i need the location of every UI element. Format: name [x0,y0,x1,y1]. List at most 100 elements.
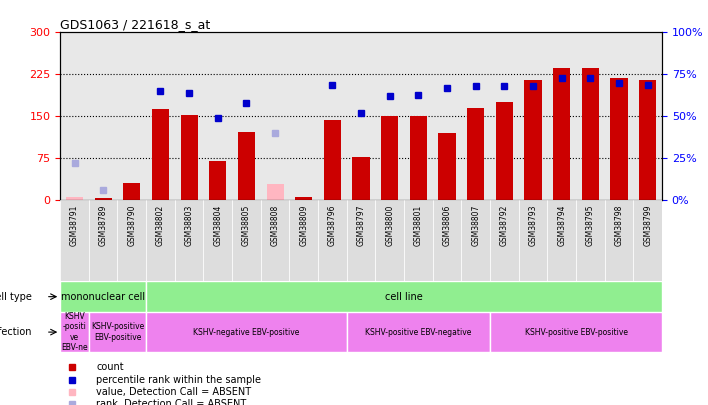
Text: GSM38791: GSM38791 [70,205,79,246]
Bar [576,32,605,200]
Bar [175,32,203,200]
Text: GSM38805: GSM38805 [242,205,251,246]
Bar [547,200,576,281]
Bar [404,32,433,200]
Bar [290,32,318,200]
Bar [553,68,570,200]
Bar [146,32,175,200]
Bar [375,32,404,200]
Bar [462,200,490,281]
Bar [324,120,341,200]
Text: GSM38808: GSM38808 [270,205,280,246]
Text: GSM38798: GSM38798 [615,205,624,246]
Text: GSM38799: GSM38799 [643,205,652,246]
Bar [152,109,169,200]
Text: GSM38800: GSM38800 [385,205,394,246]
Bar [347,312,490,352]
Bar [123,183,140,200]
Bar [318,32,347,200]
Bar [490,200,519,281]
Bar [347,200,375,281]
Text: KSHV-positive EBV-negative: KSHV-positive EBV-negative [365,328,472,337]
Bar [582,68,599,200]
Bar [261,32,290,200]
Bar [634,200,662,281]
Bar [146,281,662,312]
Bar [232,200,261,281]
Text: KSHV-negative EBV-positive: KSHV-negative EBV-positive [193,328,299,337]
Bar [203,200,232,281]
Bar [146,312,347,352]
Bar [66,196,83,200]
Bar [146,200,175,281]
Text: GSM38803: GSM38803 [185,205,193,246]
Bar [547,32,576,200]
Bar [209,161,227,200]
Text: GSM38790: GSM38790 [127,205,137,246]
Bar [375,200,404,281]
Text: GSM38795: GSM38795 [586,205,595,246]
Bar [118,200,146,281]
Bar [60,312,88,352]
Text: mononuclear cell: mononuclear cell [61,292,145,302]
Bar [60,32,88,200]
Text: GDS1063 / 221618_s_at: GDS1063 / 221618_s_at [60,18,210,31]
Bar [467,108,484,200]
Bar [318,200,347,281]
Text: GSM38807: GSM38807 [472,205,480,246]
Bar [290,200,318,281]
Bar [525,80,542,200]
Bar [88,32,118,200]
Bar [490,32,519,200]
Bar [605,32,634,200]
Bar [519,200,547,281]
Text: GSM38804: GSM38804 [213,205,222,246]
Text: GSM38801: GSM38801 [414,205,423,246]
Text: count: count [96,362,124,372]
Bar [410,117,427,200]
Bar [60,281,146,312]
Bar [519,32,547,200]
Text: GSM38793: GSM38793 [529,205,537,246]
Bar [232,32,261,200]
Bar [347,32,375,200]
Bar [60,200,88,281]
Bar [88,312,146,352]
Bar [496,102,513,200]
Bar [266,184,284,200]
Text: GSM38796: GSM38796 [328,205,337,246]
Bar [639,80,656,200]
Bar [238,132,255,200]
Text: infection: infection [0,327,32,337]
Bar [605,200,634,281]
Text: GSM38794: GSM38794 [557,205,566,246]
Text: rank, Detection Call = ABSENT: rank, Detection Call = ABSENT [96,399,246,405]
Text: KSHV-positive
EBV-positive: KSHV-positive EBV-positive [91,322,144,342]
Text: percentile rank within the sample: percentile rank within the sample [96,375,261,385]
Bar [433,200,462,281]
Text: value, Detection Call = ABSENT: value, Detection Call = ABSENT [96,387,251,397]
Bar [438,133,456,200]
Bar [576,200,605,281]
Bar [610,78,627,200]
Text: GSM38802: GSM38802 [156,205,165,246]
Text: GSM38809: GSM38809 [299,205,308,246]
Text: GSM38789: GSM38789 [98,205,108,246]
Text: GSM38792: GSM38792 [500,205,509,246]
Bar [490,312,662,352]
Bar [95,198,112,200]
Bar [295,196,312,200]
Bar [433,32,462,200]
Bar [203,32,232,200]
Bar [118,32,146,200]
Bar [353,157,370,200]
Text: cell line: cell line [385,292,423,302]
Text: KSHV-positive EBV-positive: KSHV-positive EBV-positive [525,328,627,337]
Bar [634,32,662,200]
Bar [261,200,290,281]
Text: KSHV
-positi
ve
EBV-ne: KSHV -positi ve EBV-ne [61,312,88,352]
Bar [381,117,399,200]
Bar [175,200,203,281]
Text: GSM38797: GSM38797 [357,205,365,246]
Bar [88,200,118,281]
